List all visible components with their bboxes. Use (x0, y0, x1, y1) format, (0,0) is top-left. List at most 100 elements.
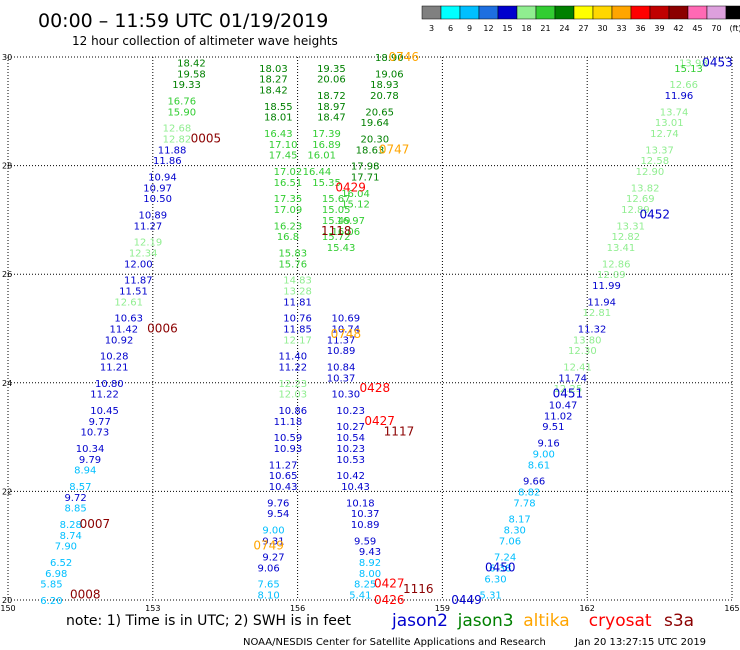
chart-subtitle: 12 hour collection of altimeter wave hei… (72, 34, 338, 48)
wave-height-label: 9.54 (267, 509, 289, 520)
wave-height-label: 12.68 (163, 124, 192, 135)
scale-swatch (459, 5, 480, 20)
wave-height-label: 11.18 (274, 417, 303, 428)
pass-time-label: 0452 (639, 207, 670, 221)
wave-height-label: 10.73 (81, 428, 110, 439)
wave-height-label: 16.04 (341, 189, 370, 200)
pass-time-label: 1118 (321, 224, 352, 238)
wave-height-label: 10.43 (341, 482, 370, 493)
wave-height-label: 10.59 (274, 433, 303, 444)
wave-height-label: 15.83 (278, 248, 307, 259)
legend-cryosat: cryosat (589, 611, 652, 631)
wave-height-label: 11.37 (327, 335, 356, 346)
wave-height-label: 10.94 (148, 172, 177, 183)
scale-label: 12 (483, 24, 493, 33)
scale-swatch (592, 5, 613, 20)
pass-time-label: 0747 (379, 142, 410, 156)
scale-swatch (497, 5, 518, 20)
pass-time-label: 0746 (389, 50, 420, 64)
wave-height-label: 6.30 (484, 574, 506, 585)
wave-height-label: 10.45 (90, 406, 119, 417)
scale-label: 9 (467, 24, 472, 33)
y-tick-label: 28 (2, 162, 12, 171)
wave-height-label: 10.37 (327, 373, 356, 384)
wave-height-label: 12.58 (640, 156, 669, 167)
wave-height-label: 12.09 (597, 270, 626, 281)
x-tick-label: 162 (580, 604, 595, 613)
pass-time-label: 0005 (191, 131, 222, 145)
wave-height-label: 10.53 (336, 455, 365, 466)
wave-height-label: 10.18 (346, 498, 375, 509)
wave-height-label: 20.30 (361, 134, 390, 145)
wave-height-label: 19.06 (375, 69, 404, 80)
scale-label: 6 (448, 24, 453, 33)
pass-time-label: 0449 (451, 593, 482, 607)
wave-height-label: 17.71 (351, 172, 380, 183)
wave-height-label: 10.89 (138, 210, 167, 221)
scale-label: (ft) (729, 24, 740, 33)
wave-height-label: 18.47 (317, 113, 346, 124)
scale-label: 45 (692, 24, 702, 33)
wave-height-label: 13.80 (573, 335, 602, 346)
y-tick-label: 24 (2, 379, 12, 388)
pass-time-label: 0427 (364, 414, 395, 428)
wave-height-label: 11.96 (665, 91, 694, 102)
wave-height-label: 5.31 (480, 591, 502, 602)
wave-height-label: 10.65 (269, 471, 298, 482)
wave-height-label: 12.17 (283, 335, 312, 346)
legend-s3a: s3a (664, 611, 694, 631)
wave-height-label: 6.98 (45, 569, 67, 580)
wave-height-label: 10.74 (332, 325, 361, 336)
wave-height-label: 9.31 (262, 536, 284, 547)
wave-height-label: 16.51 (274, 178, 303, 189)
wave-height-label: 15.72 (322, 232, 351, 243)
wave-height-label: 9.66 (523, 477, 545, 488)
wave-height-label: 18.72 (317, 91, 346, 102)
wave-height-label: 17.45 (269, 151, 298, 162)
pass-time-label: 0007 (80, 517, 111, 531)
x-tick-label: 156 (290, 604, 305, 613)
scale-swatch (554, 5, 575, 20)
wave-height-label: 16.23 (274, 221, 303, 232)
pass-time-label: 0008 (70, 588, 101, 602)
scale-label: 3 (429, 24, 434, 33)
wave-height-label: 10.47 (549, 401, 578, 412)
wave-height-label: 16.43 (264, 129, 293, 140)
wave-height-label: 15.76 (278, 259, 307, 270)
wave-height-label: 15.13 (674, 64, 703, 75)
scale-label: 21 (540, 24, 550, 33)
wave-height-label: 10.30 (332, 390, 361, 401)
wave-height-label: 7.24 (494, 553, 516, 564)
wave-height-label: 9.06 (258, 563, 280, 574)
wave-height-label: 9.76 (267, 498, 289, 509)
satellite-legend: jason2 jason3 altika cryosat s3a (391, 611, 694, 631)
wave-height-label: 17.09 (274, 205, 303, 216)
pass-time-label: 0749 (253, 539, 284, 553)
wave-height-label: 11.74 (558, 373, 587, 384)
wave-height-label: 5.85 (40, 580, 62, 591)
wave-height-label: 15.35 (312, 178, 341, 189)
scale-label: 18 (521, 24, 531, 33)
wave-height-label: 16.01 (307, 151, 336, 162)
wave-height-label: 11.88 (158, 145, 187, 156)
wave-height-label: 10.69 (332, 314, 361, 325)
pass-time-label: 1117 (384, 425, 415, 439)
wave-height-label: 17.10 (269, 140, 298, 151)
wave-height-label: 9.77 (89, 417, 111, 428)
wave-height-label: 18.42 (177, 58, 206, 69)
wave-height-label: 12.69 (626, 194, 655, 205)
wave-height-label: 18.03 (259, 64, 288, 75)
wave-height-label: 13.28 (283, 286, 312, 297)
scale-swatch (706, 5, 727, 20)
wave-height-label: 8.92 (359, 558, 381, 569)
scale-swatch (516, 5, 537, 20)
pass-time-label: 1116 (403, 582, 434, 596)
wave-height-label: 12.23 (278, 379, 307, 390)
wave-height-label: 8.25 (354, 580, 376, 591)
wave-height-label: 17.02 (274, 167, 303, 178)
wave-height-label: 15.67 (322, 194, 351, 205)
footer-note: note: 1) Time is in UTC; 2) SWH is in fe… (66, 613, 352, 629)
wave-height-label: 6.38 (489, 563, 511, 574)
legend-jason2: jason2 (391, 611, 448, 631)
x-tick-label: 150 (0, 604, 15, 613)
